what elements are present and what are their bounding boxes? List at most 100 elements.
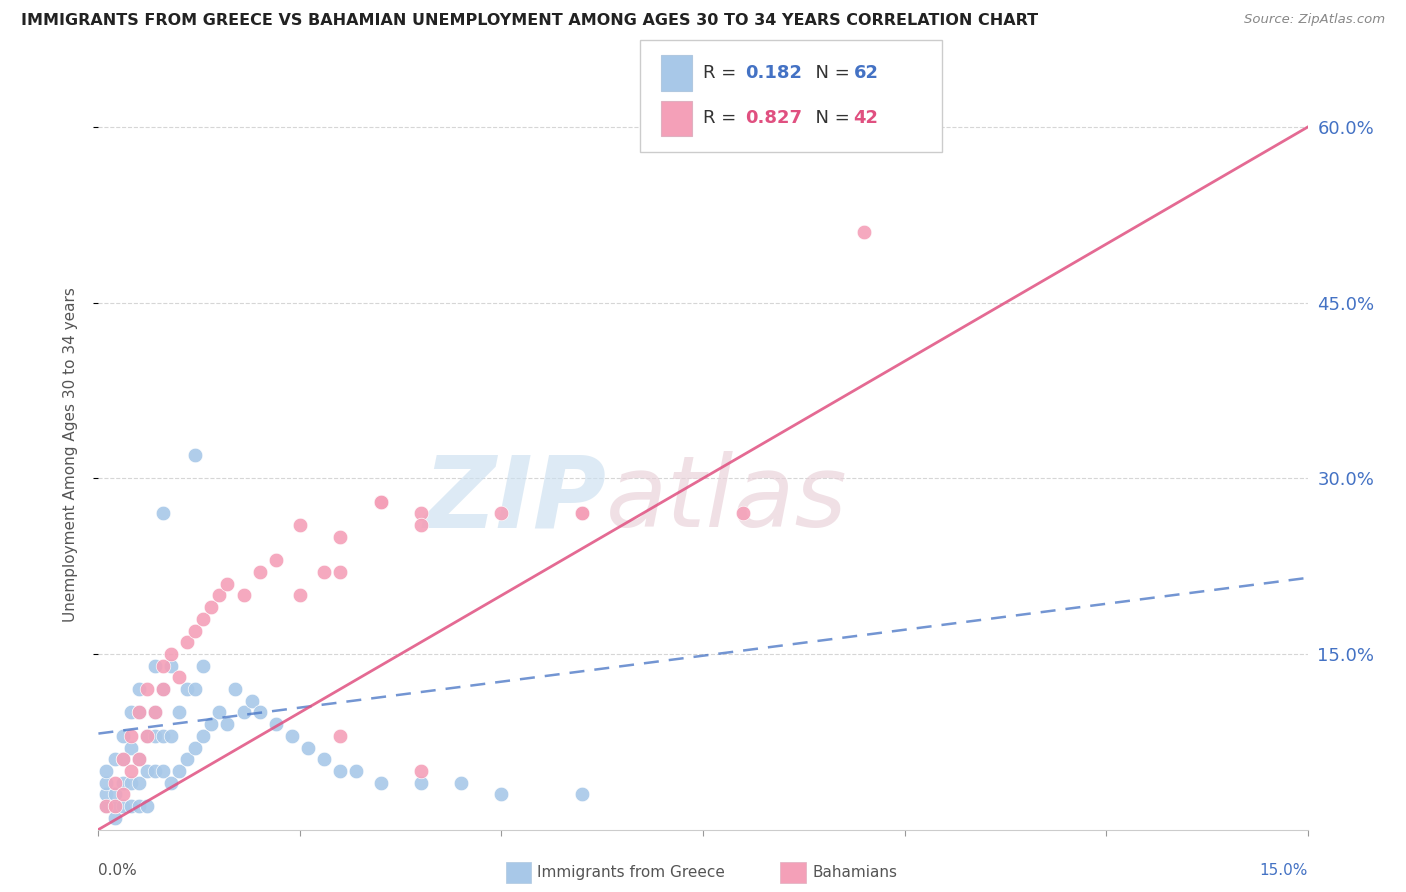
Point xyxy=(111,799,134,814)
Point xyxy=(135,764,157,778)
Point xyxy=(853,226,876,240)
Point xyxy=(96,788,118,802)
Point xyxy=(103,811,125,825)
Point xyxy=(96,799,118,814)
Point xyxy=(281,729,304,743)
Point xyxy=(288,589,311,603)
Text: Immigrants from Greece: Immigrants from Greece xyxy=(537,865,725,880)
Point xyxy=(135,682,157,697)
Point xyxy=(111,752,134,766)
Point xyxy=(143,658,166,673)
Point xyxy=(160,658,183,673)
Text: N =: N = xyxy=(804,110,856,128)
Point xyxy=(193,729,215,743)
Text: N =: N = xyxy=(804,64,856,82)
Point xyxy=(297,740,319,755)
Point xyxy=(96,799,118,814)
Point xyxy=(120,729,142,743)
Y-axis label: Unemployment Among Ages 30 to 34 years: Unemployment Among Ages 30 to 34 years xyxy=(63,287,77,623)
Point xyxy=(491,788,513,802)
Point xyxy=(128,682,150,697)
Point xyxy=(103,799,125,814)
Point xyxy=(571,788,593,802)
Point xyxy=(232,706,254,720)
Point xyxy=(409,518,432,533)
Point xyxy=(176,752,198,766)
Text: ZIP: ZIP xyxy=(423,451,606,549)
Point xyxy=(128,706,150,720)
Point xyxy=(264,553,287,567)
Point xyxy=(128,752,150,766)
Text: atlas: atlas xyxy=(606,451,848,549)
Point xyxy=(111,788,134,802)
Point xyxy=(103,799,125,814)
Point xyxy=(103,752,125,766)
Point xyxy=(329,530,352,544)
Point xyxy=(409,776,432,790)
Point xyxy=(329,565,352,579)
Point xyxy=(152,682,174,697)
Point xyxy=(409,507,432,521)
Point xyxy=(249,565,271,579)
Point xyxy=(143,706,166,720)
Point xyxy=(217,576,239,591)
Point xyxy=(344,764,367,778)
Point xyxy=(120,776,142,790)
Point xyxy=(184,448,207,462)
Point xyxy=(143,764,166,778)
Point xyxy=(152,764,174,778)
Point xyxy=(314,565,336,579)
Point xyxy=(143,706,166,720)
Point xyxy=(120,764,142,778)
Text: Bahamians: Bahamians xyxy=(813,865,897,880)
Point xyxy=(176,682,198,697)
Point xyxy=(288,518,311,533)
Text: R =: R = xyxy=(703,110,742,128)
Point xyxy=(224,682,246,697)
Text: 42: 42 xyxy=(853,110,879,128)
Text: IMMIGRANTS FROM GREECE VS BAHAMIAN UNEMPLOYMENT AMONG AGES 30 TO 34 YEARS CORREL: IMMIGRANTS FROM GREECE VS BAHAMIAN UNEMP… xyxy=(21,13,1038,29)
Point xyxy=(370,494,392,508)
Point xyxy=(208,589,231,603)
Point xyxy=(128,706,150,720)
Point xyxy=(167,706,190,720)
Text: 0.182: 0.182 xyxy=(745,64,803,82)
Point xyxy=(103,788,125,802)
Point xyxy=(143,729,166,743)
Text: 0.827: 0.827 xyxy=(745,110,803,128)
Point xyxy=(217,717,239,731)
Text: 62: 62 xyxy=(853,64,879,82)
Point xyxy=(111,776,134,790)
Point xyxy=(160,776,183,790)
Point xyxy=(128,799,150,814)
Point xyxy=(491,507,513,521)
Point xyxy=(370,494,392,508)
Point xyxy=(370,776,392,790)
Point xyxy=(193,658,215,673)
Point xyxy=(135,729,157,743)
Point xyxy=(370,494,392,508)
Point xyxy=(152,507,174,521)
Text: 0.0%: 0.0% xyxy=(98,863,138,879)
Point xyxy=(152,658,174,673)
Point xyxy=(184,740,207,755)
Point xyxy=(450,776,472,790)
Point xyxy=(184,624,207,638)
Point xyxy=(152,682,174,697)
Point xyxy=(128,752,150,766)
Point xyxy=(184,682,207,697)
Point xyxy=(160,647,183,661)
Point xyxy=(128,776,150,790)
Point xyxy=(193,612,215,626)
Point xyxy=(249,706,271,720)
Point xyxy=(240,694,263,708)
Point xyxy=(208,706,231,720)
Point xyxy=(135,799,157,814)
Point xyxy=(111,752,134,766)
Point xyxy=(167,764,190,778)
Text: 15.0%: 15.0% xyxy=(1260,863,1308,879)
Point xyxy=(120,706,142,720)
Point xyxy=(571,507,593,521)
Point xyxy=(120,740,142,755)
Point xyxy=(571,507,593,521)
